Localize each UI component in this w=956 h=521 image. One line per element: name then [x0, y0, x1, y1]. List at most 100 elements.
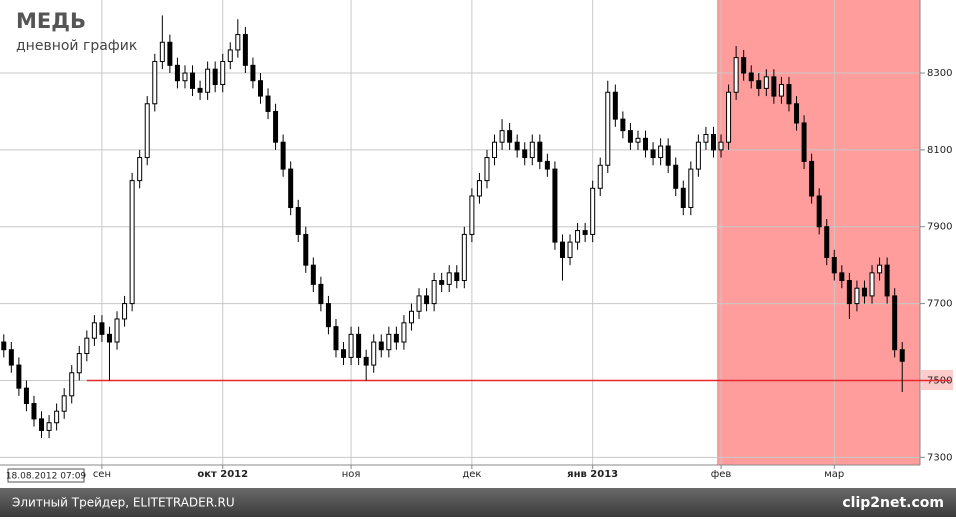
candle-body: [1, 341, 7, 351]
candle-body: [801, 122, 807, 162]
highlight-region: [717, 0, 920, 465]
candle-body: [446, 272, 452, 285]
y-tick-label: 8100: [927, 145, 952, 156]
candle-body: [703, 134, 709, 143]
candle-body: [159, 41, 165, 62]
candle-body: [416, 295, 422, 312]
candle-body: [257, 80, 263, 97]
candle-body: [877, 264, 883, 274]
candle-body: [235, 34, 241, 51]
candle-body: [439, 280, 445, 285]
candle-body: [424, 295, 430, 305]
candle-body: [627, 130, 633, 143]
footer-bar: [0, 488, 956, 517]
candle-body: [476, 180, 482, 197]
candle-body: [363, 356, 369, 366]
candle-body: [499, 130, 505, 143]
x-tick-label: дек: [462, 469, 481, 480]
candle-body: [250, 64, 256, 82]
candle-body: [205, 68, 211, 93]
candle-body: [91, 322, 97, 339]
candle-body: [658, 145, 664, 159]
candle-body: [356, 333, 362, 358]
candle-body: [129, 180, 135, 305]
candle-body: [763, 76, 769, 89]
candle-body: [635, 137, 641, 143]
chart-subtitle: дневной график: [16, 38, 137, 54]
footer-text: Элитный Трейдер, ELITETRADER.RU: [12, 496, 235, 510]
x-tick-label: ноя: [342, 469, 361, 480]
candle-body: [348, 333, 354, 358]
candle-body: [461, 233, 467, 282]
y-tick-label: 7900: [927, 222, 952, 233]
candle-body: [69, 372, 75, 397]
chart-title: МЕДЬ: [16, 9, 86, 33]
candle-body: [39, 418, 45, 431]
candle-body: [84, 337, 90, 355]
candle-body: [854, 287, 860, 305]
candle-body: [514, 141, 520, 151]
candle-body: [884, 264, 890, 297]
candle-body: [273, 110, 279, 143]
candle-body: [182, 72, 188, 82]
candle-body: [816, 195, 822, 228]
candle-body: [650, 149, 656, 159]
candle-body: [809, 160, 815, 197]
candle-body: [582, 230, 588, 235]
candle-body: [197, 87, 203, 93]
candle-body: [590, 187, 596, 235]
candle-body: [401, 322, 407, 343]
candle-body: [741, 57, 747, 74]
candle-body: [265, 95, 271, 112]
candle-body: [408, 310, 414, 324]
candle-body: [748, 72, 754, 82]
candle-body: [726, 91, 732, 143]
candle-body: [695, 141, 701, 170]
candle-body: [341, 349, 347, 358]
candle-body: [325, 303, 331, 328]
candle-body: [106, 333, 112, 343]
x-tick-label: янв 2013: [567, 469, 618, 480]
candle-body: [386, 333, 392, 351]
candle-body: [839, 272, 845, 282]
candle-body: [469, 195, 475, 235]
candle-body: [190, 72, 196, 89]
candle-body: [620, 118, 626, 132]
candle-body: [718, 141, 724, 151]
candle-body: [559, 241, 565, 258]
timestamp: 18.08.2012 07:09: [6, 472, 87, 482]
candle-body: [23, 387, 29, 405]
candle-body: [152, 60, 158, 105]
candle-body: [76, 353, 82, 374]
candle-body: [643, 137, 649, 151]
candle-body: [174, 64, 180, 82]
candle-body: [371, 341, 377, 366]
candle-body: [794, 103, 800, 124]
candle-body: [99, 322, 105, 335]
candle-body: [295, 207, 301, 235]
candle-body: [824, 226, 830, 258]
y-tick-label: 7300: [927, 452, 952, 463]
candle-body: [454, 272, 460, 282]
x-tick-label: сен: [93, 469, 111, 480]
candle-body: [122, 303, 128, 320]
candle-body: [61, 395, 67, 412]
y-tick-label: 7700: [927, 299, 952, 310]
candle-body: [310, 264, 316, 285]
candle-body: [167, 41, 173, 66]
candle-body: [665, 145, 671, 166]
candle-body: [144, 103, 150, 159]
candle-body: [137, 157, 143, 182]
candle-body: [333, 326, 339, 351]
candle-body: [605, 91, 611, 166]
candle-body: [673, 164, 679, 189]
candle-body: [288, 168, 294, 209]
candle-body: [8, 349, 14, 366]
candle-body: [46, 422, 52, 431]
candle-body: [846, 280, 852, 305]
candle-body: [567, 241, 573, 258]
candle-body: [492, 141, 498, 159]
x-tick-label: мар: [824, 469, 844, 480]
candle-body: [114, 318, 120, 343]
candle-body: [688, 168, 694, 209]
